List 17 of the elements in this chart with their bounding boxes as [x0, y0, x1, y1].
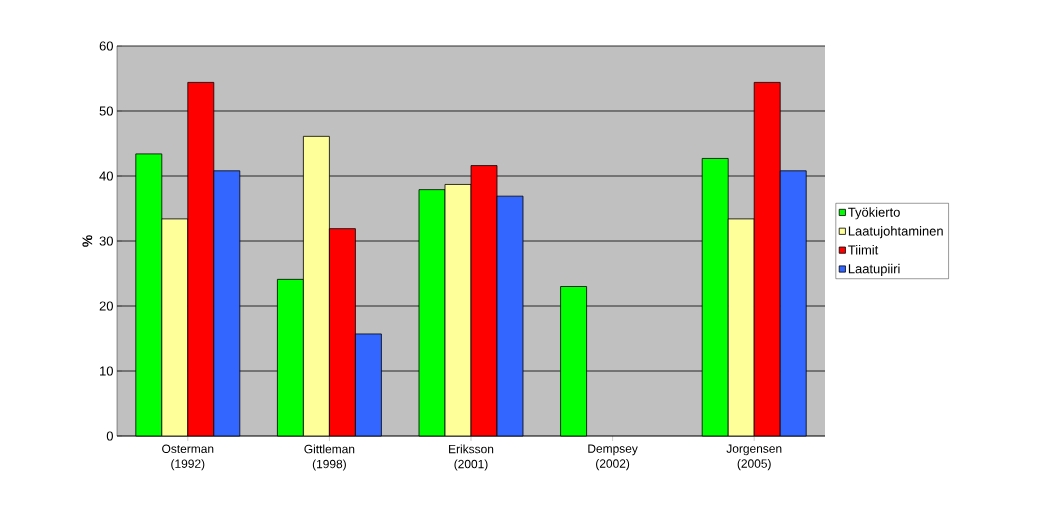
x-tick-label: Osterman (1992)	[162, 444, 214, 471]
x-tick-label: Dempsey (2002)	[588, 444, 638, 471]
x-tick-label: Eriksson (2001)	[449, 444, 494, 471]
y-tick-label: 50	[99, 106, 113, 116]
y-axis-title: %	[82, 235, 93, 247]
y-tick-label: 60	[99, 41, 113, 51]
legend-label: Tiimit	[848, 244, 879, 255]
y-tick-label: 40	[99, 171, 113, 181]
legend-label: Laatupiiri	[848, 263, 900, 276]
x-tick-label: Jorgensen (2005)	[726, 444, 782, 471]
legend-label: Työkierto	[848, 207, 900, 220]
y-tick-label: 0	[106, 431, 113, 441]
x-tick-label: Gittleman (1998)	[304, 444, 355, 471]
y-tick-label: 10	[100, 366, 113, 376]
y-tick-label: 20	[99, 301, 113, 311]
y-tick-label: 30	[99, 236, 113, 246]
legend-label: Laatujohtaminen	[848, 226, 943, 239]
